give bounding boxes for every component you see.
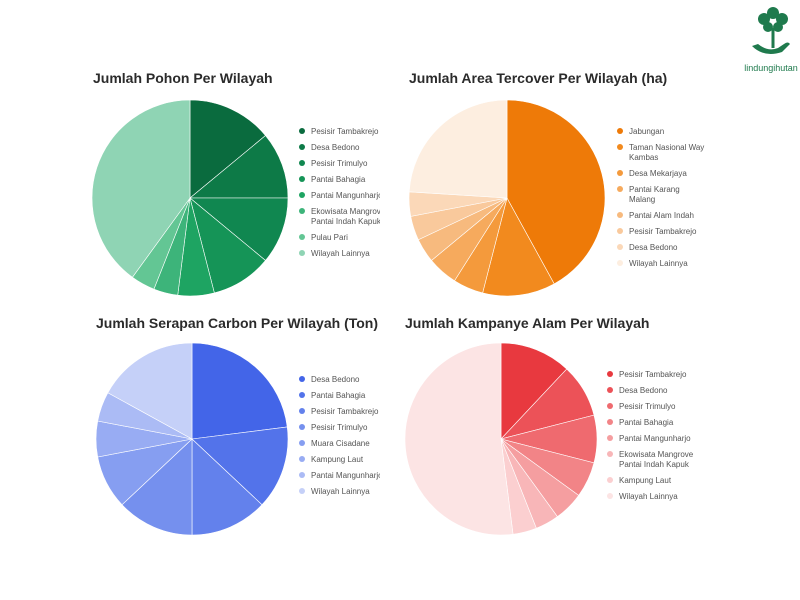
pie-slice-pesisir-tambakrejo — [191, 438, 263, 536]
legend-label: Ekowisata Mangrove Pantai Indah Kapuk — [619, 450, 694, 469]
pie-slice-pantai-bahagia — [191, 426, 289, 506]
legend-label: Pantai Karang Malang — [629, 185, 680, 204]
legend-label: Pantai Bahagia — [311, 391, 366, 400]
legend-label: Jabungan — [629, 127, 664, 136]
legend-marker — [299, 176, 305, 182]
pie-slice-wilayah-lainnya — [404, 342, 514, 536]
legend-marker — [617, 212, 623, 218]
chart-title: Jumlah Area Tercover Per Wilayah (ha) — [409, 70, 668, 86]
legend-label: Pesisir Tambakrejo — [311, 127, 379, 136]
legend-marker — [299, 424, 305, 430]
legend-label: Pantai Bahagia — [311, 175, 366, 184]
pie-slice-wilayah-lainnya — [408, 99, 508, 199]
chart-title: Jumlah Serapan Carbon Per Wilayah (Ton) — [96, 315, 379, 331]
legend-label: Pesisir Tambakrejo — [311, 407, 379, 416]
legend-marker — [607, 435, 613, 441]
legend-marker — [299, 144, 305, 150]
chart-panel-kampanye: Jumlah Kampanye Alam Per Wilayah Pesisir… — [400, 305, 780, 555]
legend-marker — [617, 144, 623, 150]
legend-marker — [617, 244, 623, 250]
legend-label: Pantai Mangunharjo — [311, 471, 380, 480]
legend-marker — [607, 371, 613, 377]
legend-label: Pantai Bahagia — [619, 418, 674, 427]
pie-chart-area: Jabungan Taman Nasional Way Kambas Desa Mek… — [408, 99, 704, 297]
legend-label: Desa Mekarjaya — [629, 169, 687, 178]
legend-label: Taman Nasional Way Kambas — [629, 143, 704, 162]
legend-marker — [607, 419, 613, 425]
pie-slice-pesisir-tambakrejo — [189, 99, 266, 199]
chart-panel-pohon: Jumlah Pohon Per Wilayah Pesisir Tambakr… — [0, 60, 380, 310]
legend-marker — [607, 451, 613, 457]
chart-panel-carbon: Jumlah Serapan Carbon Per Wilayah (Ton) … — [0, 305, 380, 555]
legend-label: Wilayah Lainnya — [311, 249, 370, 258]
legend-marker — [299, 440, 305, 446]
legend-label: Muara Cisadane — [311, 439, 370, 448]
pie-chart-kampanye: Pesisir Tambakrejo Desa Bedono Pesisir Tri… — [404, 342, 694, 536]
pie-slice-jabungan — [506, 99, 606, 285]
legend-label: Pesisir Tambakrejo — [619, 370, 687, 379]
legend-label: Desa Bedono — [619, 386, 668, 395]
legend-label: Pesisir Trimulyo — [311, 159, 368, 168]
chart-panel-area: Jumlah Area Tercover Per Wilayah (ha) Ja… — [400, 60, 780, 310]
pie-slice-taman-nasional-way-kambas — [482, 197, 555, 297]
pie-slice-wilayah-lainnya — [91, 99, 191, 278]
legend-label: Pantai Alam Indah — [629, 211, 694, 220]
legend-label: Ekowisata Mangrove Pantai Indah Kapuk — [311, 207, 380, 226]
legend-marker — [299, 208, 305, 214]
pie-chart-pohon: Pesisir Tambakrejo Desa Bedono Pesisir Tri… — [91, 99, 380, 297]
legend-label: Pantai Mangunharjo — [311, 191, 380, 200]
legend-marker — [299, 472, 305, 478]
tree-hand-icon — [752, 7, 790, 54]
legend-label: Wilayah Lainnya — [311, 487, 370, 496]
legend-label: Pesisir Trimulyo — [619, 402, 676, 411]
legend-label: Pantai Mangunharjo — [619, 434, 691, 443]
legend-marker — [299, 250, 305, 256]
legend-marker — [617, 170, 623, 176]
legend-marker — [299, 234, 305, 240]
legend-marker — [299, 128, 305, 134]
legend-marker — [607, 387, 613, 393]
legend-marker — [299, 392, 305, 398]
chart-title: Jumlah Kampanye Alam Per Wilayah — [405, 315, 650, 331]
legend-marker — [617, 228, 623, 234]
legend-marker — [607, 477, 613, 483]
legend-label: Desa Bedono — [311, 375, 360, 384]
pie-slice-wilayah-lainnya — [107, 342, 193, 440]
brand-name: lindungihutan — [744, 63, 798, 73]
pie-slice-pesisir-trimulyo — [189, 197, 289, 261]
pie-slice-desa-bedono — [191, 342, 288, 440]
pie-chart-carbon: Desa Bedono Pantai Bahagia Pesisir Tambakr… — [95, 342, 380, 536]
legend-label: Wilayah Lainnya — [629, 259, 688, 268]
legend-label: Kampung Laut — [619, 476, 672, 485]
legend-marker — [617, 260, 623, 266]
legend-marker — [299, 192, 305, 198]
legend-marker — [299, 160, 305, 166]
legend-marker — [607, 403, 613, 409]
legend-label: Pesisir Tambakrejo — [629, 227, 697, 236]
chart-title: Jumlah Pohon Per Wilayah — [93, 70, 273, 86]
legend-label: Desa Bedono — [629, 243, 678, 252]
legend-label: Desa Bedono — [311, 143, 360, 152]
legend-marker — [617, 128, 623, 134]
legend-label: Pesisir Trimulyo — [311, 423, 368, 432]
brand-logo: lindungihutan — [742, 4, 800, 78]
legend-label: Pulau Pari — [311, 233, 348, 242]
legend-label: Wilayah Lainnya — [619, 492, 678, 501]
legend-marker — [299, 408, 305, 414]
pie-slice-pesisir-trimulyo — [121, 438, 193, 536]
pie-slice-desa-bedono — [189, 135, 289, 199]
legend-marker — [617, 186, 623, 192]
legend-label: Kampung Laut — [311, 455, 364, 464]
legend-marker — [299, 376, 305, 382]
legend-marker — [299, 488, 305, 494]
pie-slice-pesisir-tambakrejo — [500, 342, 568, 440]
legend-marker — [299, 456, 305, 462]
legend-marker — [607, 493, 613, 499]
